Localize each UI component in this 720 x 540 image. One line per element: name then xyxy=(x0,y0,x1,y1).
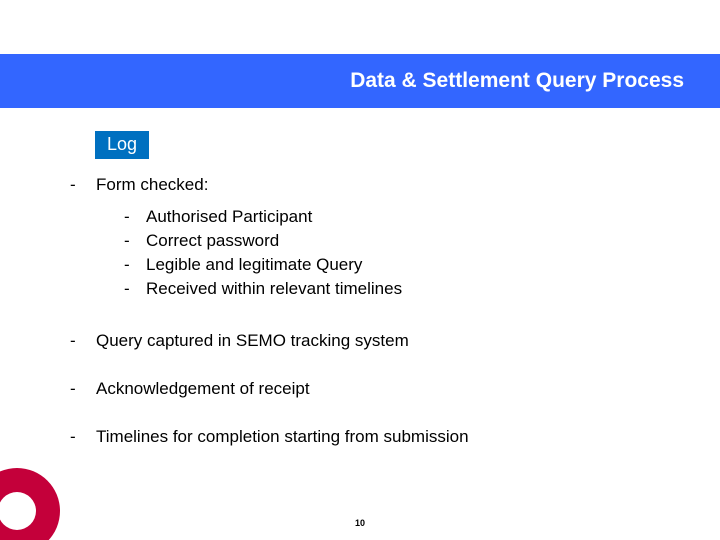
bullet-dash: - xyxy=(124,255,146,275)
sub-list-item-label: Legible and legitimate Query xyxy=(146,255,362,275)
bullet-dash: - xyxy=(124,207,146,227)
logo-icon xyxy=(0,468,60,540)
sub-list-item-label: Correct password xyxy=(146,231,279,251)
section-tag: Log xyxy=(95,131,149,159)
bullet-dash: - xyxy=(70,175,96,303)
main-bullet-list: - Form checked: - Authorised Participant… xyxy=(70,175,650,447)
bullet-dash: - xyxy=(70,379,96,399)
list-item-label: Query captured in SEMO tracking system xyxy=(96,331,650,351)
list-item: - Query captured in SEMO tracking system xyxy=(70,331,650,351)
list-item-label: Timelines for completion starting from s… xyxy=(96,427,650,447)
list-item-label: Acknowledgement of receipt xyxy=(96,379,650,399)
sub-list-item-label: Received within relevant timelines xyxy=(146,279,402,299)
slide-title: Data & Settlement Query Process xyxy=(350,69,684,93)
bullet-dash: - xyxy=(124,279,146,299)
sub-list-item: - Received within relevant timelines xyxy=(124,279,650,299)
slide: Data & Settlement Query Process Log - Fo… xyxy=(0,0,720,540)
list-item: - Form checked: - Authorised Participant… xyxy=(70,175,650,303)
sub-list-item-label: Authorised Participant xyxy=(146,207,312,227)
list-item: - Timelines for completion starting from… xyxy=(70,427,650,447)
title-bar: Data & Settlement Query Process xyxy=(0,54,720,108)
sub-list-item: - Correct password xyxy=(124,231,650,251)
list-item-text: Form checked: - Authorised Participant -… xyxy=(96,175,650,303)
bullet-dash: - xyxy=(70,331,96,351)
section-tag-label: Log xyxy=(107,134,137,154)
sub-bullet-list: - Authorised Participant - Correct passw… xyxy=(124,207,650,299)
bullet-dash: - xyxy=(70,427,96,447)
page-number: 10 xyxy=(0,518,720,528)
sub-list-item: - Authorised Participant xyxy=(124,207,650,227)
list-item: - Acknowledgement of receipt xyxy=(70,379,650,399)
sub-list-item: - Legible and legitimate Query xyxy=(124,255,650,275)
bullet-dash: - xyxy=(124,231,146,251)
list-item-label: Form checked: xyxy=(96,175,208,194)
content-area: - Form checked: - Authorised Participant… xyxy=(70,175,650,475)
